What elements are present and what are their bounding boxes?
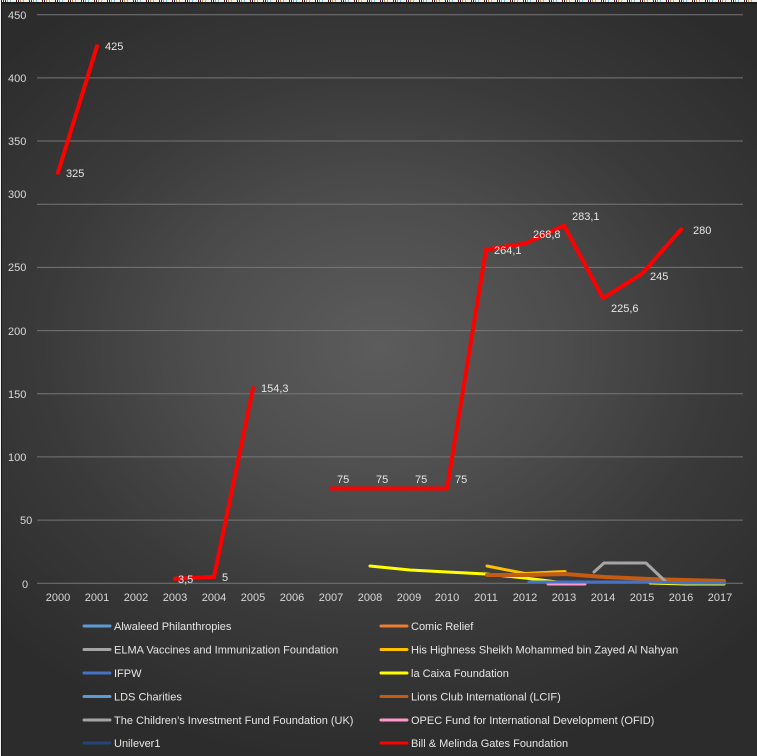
svg-text:150: 150 [8, 389, 26, 401]
svg-text:300: 300 [8, 189, 26, 201]
svg-text:264,1: 264,1 [494, 245, 522, 257]
svg-text:2014: 2014 [591, 592, 615, 604]
svg-text:50: 50 [20, 515, 32, 527]
svg-text:2011: 2011 [474, 592, 498, 604]
svg-text:245: 245 [650, 271, 668, 283]
svg-text:2016: 2016 [669, 592, 693, 604]
svg-text:2005: 2005 [241, 592, 265, 604]
svg-text:250: 250 [8, 262, 26, 274]
svg-text:450: 450 [8, 10, 26, 22]
svg-text:225,6: 225,6 [611, 303, 639, 315]
svg-text:2003: 2003 [163, 592, 187, 604]
svg-text:2015: 2015 [630, 592, 654, 604]
svg-text:75: 75 [337, 474, 349, 486]
svg-text:3,5: 3,5 [178, 574, 193, 586]
svg-text:325: 325 [66, 168, 84, 180]
svg-text:2000: 2000 [46, 592, 70, 604]
svg-text:2009: 2009 [397, 592, 421, 604]
svg-text:268,8: 268,8 [533, 229, 561, 241]
svg-text:His Highness Sheikh Mohammed b: His Highness Sheikh Mohammed bin Zayed A… [411, 645, 678, 657]
svg-text:2002: 2002 [124, 592, 148, 604]
svg-text:Comic Relief: Comic Relief [411, 621, 474, 633]
svg-text:0: 0 [22, 579, 28, 591]
svg-text:280: 280 [693, 225, 711, 237]
svg-text:2013: 2013 [552, 592, 576, 604]
svg-text:The Children’s Investment Fund: The Children’s Investment Fund Foundatio… [114, 715, 353, 727]
svg-text:283,1: 283,1 [572, 211, 600, 223]
svg-text:Unilever1: Unilever1 [114, 738, 160, 750]
svg-text:2008: 2008 [358, 592, 382, 604]
svg-text:100: 100 [8, 452, 26, 464]
svg-text:2007: 2007 [319, 592, 343, 604]
svg-text:Bill & Melinda Gates Foundatio: Bill & Melinda Gates Foundation [411, 738, 568, 750]
svg-text:200: 200 [8, 326, 26, 338]
svg-text:425: 425 [105, 41, 123, 53]
svg-text:350: 350 [8, 136, 26, 148]
svg-text:2010: 2010 [435, 592, 459, 604]
svg-text:la Caixa Foundation: la Caixa Foundation [411, 668, 509, 680]
svg-text:2017: 2017 [708, 592, 732, 604]
svg-text:2006: 2006 [280, 592, 304, 604]
svg-text:2001: 2001 [85, 592, 109, 604]
svg-text:5: 5 [222, 572, 228, 584]
svg-text:75: 75 [455, 474, 467, 486]
svg-text:Lions Club International (LCIF: Lions Club International (LCIF) [411, 692, 561, 704]
svg-text:OPEC Fund for International De: OPEC Fund for International Development … [411, 715, 654, 727]
svg-text:Alwaleed Philanthropies: Alwaleed Philanthropies [114, 621, 232, 633]
svg-text:154,3: 154,3 [261, 383, 289, 395]
svg-text:2012: 2012 [513, 592, 537, 604]
svg-text:ELMA Vaccines and Immunization: ELMA Vaccines and Immunization Foundatio… [114, 645, 338, 657]
svg-text:75: 75 [415, 474, 427, 486]
svg-text:IFPW: IFPW [114, 668, 142, 680]
svg-text:LDS Charities: LDS Charities [114, 692, 182, 704]
svg-text:75: 75 [376, 474, 388, 486]
svg-text:2004: 2004 [202, 592, 226, 604]
svg-text:400: 400 [8, 73, 26, 85]
